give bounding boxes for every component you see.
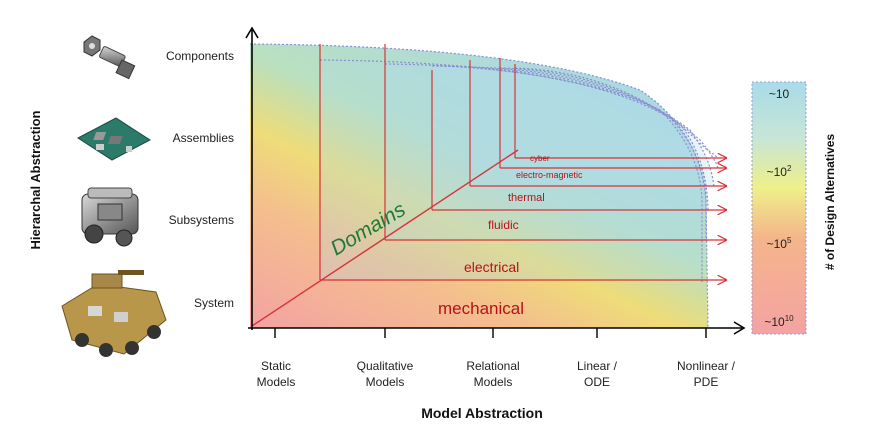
- x-level-qualitative-line1: Qualitative: [357, 359, 414, 373]
- domain-label-electro-magnetic: electro-magnetic: [516, 170, 583, 180]
- x-level-relational-line1: Relational: [466, 359, 519, 373]
- y-level-assemblies: Assemblies: [173, 131, 234, 145]
- x-level-nonlinear-line2: PDE: [694, 375, 719, 389]
- x-level-qualitative-line2: Models: [366, 375, 405, 389]
- domain-label-thermal: thermal: [508, 192, 545, 204]
- engine-icon: [81, 187, 139, 247]
- main-axes: [245, 26, 746, 335]
- domain-label-cyber: cyber: [530, 154, 550, 163]
- domain-label-mechanical: mechanical: [438, 299, 524, 318]
- domain-verticals: [319, 44, 516, 280]
- colorbar: [751, 81, 807, 335]
- x-level-relational-line2: Models: [474, 375, 513, 389]
- x-ticks: [274, 328, 707, 338]
- colorbar-tick-10-2: ~102: [767, 164, 792, 179]
- domain-label-fluidic: fluidic: [488, 218, 519, 232]
- curve-outlines: [249, 43, 719, 329]
- colorbar-tick-10: ~10: [769, 87, 790, 101]
- vehicle-icon: [61, 270, 167, 357]
- domain-arrows: [320, 158, 726, 280]
- x-level-static-line1: Static: [261, 359, 291, 373]
- colorbar-title: # of Design Alternatives: [823, 134, 837, 271]
- colorbar-tick-10-5: ~105: [767, 236, 792, 251]
- x-level-linear-line2: ODE: [584, 375, 610, 389]
- x-level-linear-line1: Linear /: [577, 359, 618, 373]
- bolt-icon: [83, 35, 136, 80]
- y-level-system: System: [194, 296, 234, 310]
- y-level-components: Components: [166, 49, 234, 63]
- y-level-subsystems: Subsystems: [169, 213, 234, 227]
- y-axis-title: Hierarchal Abstraction: [28, 110, 43, 249]
- x-axis-title: Model Abstraction: [421, 405, 543, 421]
- colorbar-tick-10-10: ~1010: [764, 314, 794, 329]
- x-level-static-line2: Models: [257, 375, 296, 389]
- domain-surfaces: [320, 60, 714, 280]
- domain-label-electrical: electrical: [464, 259, 519, 275]
- circuit-board-icon: [77, 117, 151, 161]
- x-level-nonlinear-line1: Nonlinear /: [677, 359, 736, 373]
